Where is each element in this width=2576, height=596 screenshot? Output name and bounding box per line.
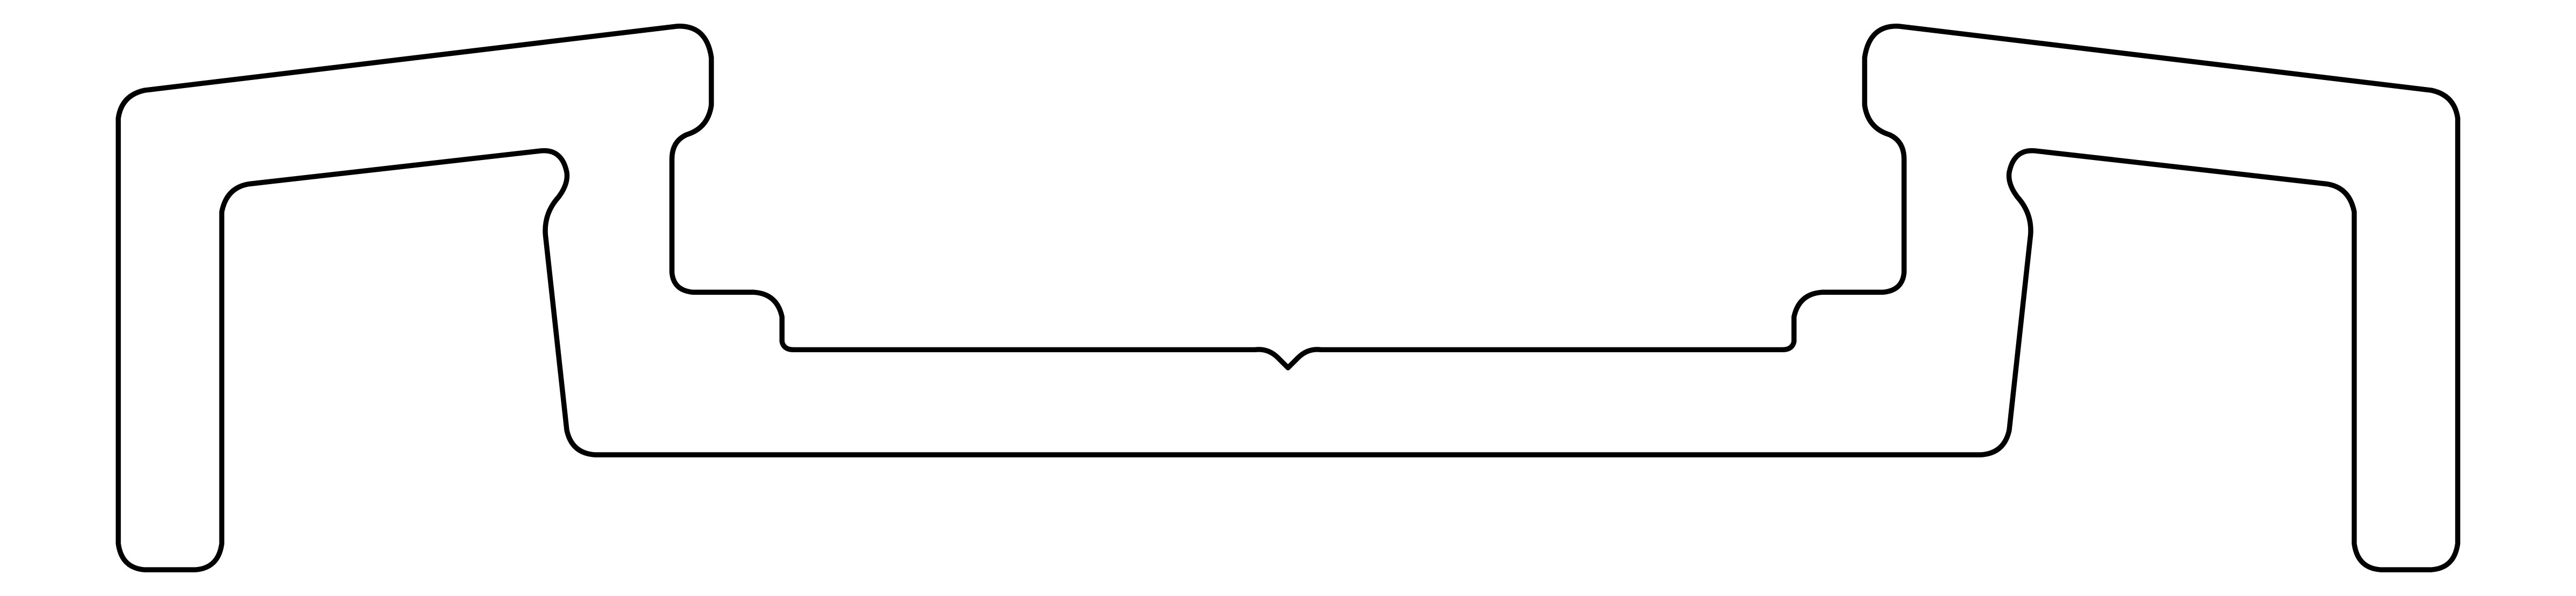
profile-outline [115,24,2461,572]
